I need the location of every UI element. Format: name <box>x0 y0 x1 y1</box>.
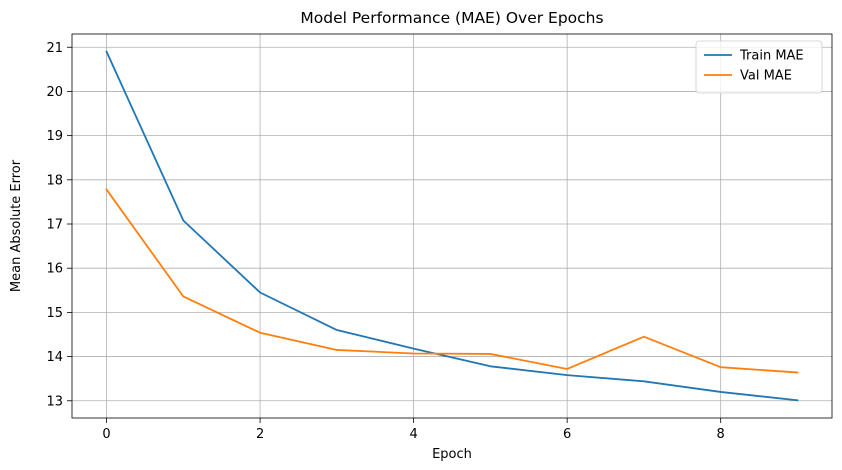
y-tick-label: 20 <box>46 85 63 100</box>
series-line-0 <box>105 50 799 402</box>
y-tick-label: 15 <box>46 306 63 321</box>
x-axis-label: Epoch <box>432 447 472 462</box>
y-tick-label: 19 <box>46 129 63 144</box>
x-tick-label: 8 <box>717 427 725 442</box>
grid-lines <box>72 34 832 418</box>
series-line-1 <box>105 188 799 374</box>
y-tick-label: 13 <box>46 394 63 409</box>
x-tick-label: 0 <box>102 427 110 442</box>
x-tick-label: 4 <box>409 427 417 442</box>
x-tick-label: 2 <box>256 427 264 442</box>
legend: Train MAE Val MAE <box>695 40 823 94</box>
y-tick-label: 16 <box>46 262 63 277</box>
y-tick-label: 14 <box>46 350 63 365</box>
y-tick-label: 17 <box>46 218 63 233</box>
series-lines <box>105 50 799 402</box>
y-tick-label: 18 <box>46 173 63 188</box>
y-axis-label: Mean Absolute Error <box>9 159 24 292</box>
x-axis: 0 2 4 6 8 <box>102 418 725 442</box>
x-tick-label: 6 <box>563 427 571 442</box>
legend-label-0: Train MAE <box>739 49 804 64</box>
plot-frame <box>71 33 833 419</box>
legend-box <box>695 40 823 94</box>
legend-label-1: Val MAE <box>740 69 792 84</box>
chart-title: Model Performance (MAE) Over Epochs <box>300 9 603 27</box>
y-axis: 13 14 15 16 17 18 19 20 21 <box>46 41 72 409</box>
y-tick-label: 21 <box>46 41 63 56</box>
